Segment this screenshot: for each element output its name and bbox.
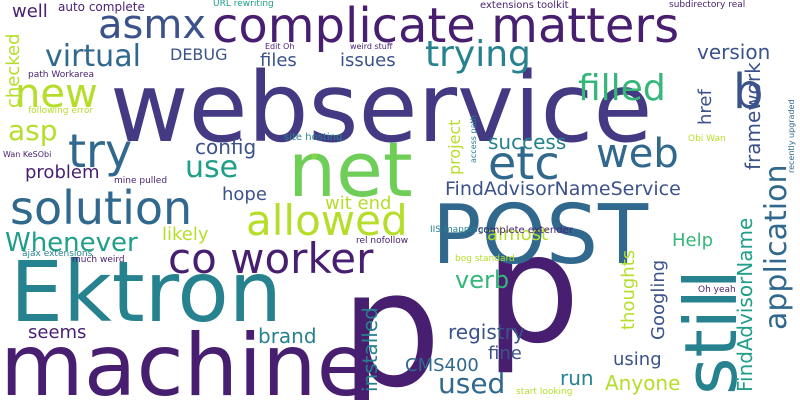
word-likely: likely [162,224,209,245]
word-mine-pulled: mine pulled [114,176,168,186]
word-application: application [759,164,794,330]
word-wit-end: wit end [325,193,392,214]
word-etc: etc [488,136,560,190]
word-much-weird: much weird [72,255,125,265]
word-registry: registry [448,320,525,344]
word-brand: brand [258,324,317,348]
word-findadvisorname: FindAdvisorName [733,217,757,392]
word-p-small: p [312,151,318,160]
word-cms400: CMS400 [405,355,479,376]
word-weird-stuff: weird stuff [350,42,393,51]
word-b: b [733,64,764,120]
word-url-rewriting: URL rewriting [213,0,274,9]
word-virtual: virtual [45,39,141,74]
word-version: version [697,40,771,64]
word-p-large-1: p [340,236,442,400]
word-post: POST [432,188,649,283]
word-complicate-matters: complicate matters [212,0,680,54]
word-webservice: webservice [110,52,653,164]
word-run: run [560,366,594,390]
word-path-workarea: path Workarea [28,70,95,80]
word-anyone: Anyone [605,371,681,395]
word-config: config [195,135,257,159]
word-bog-standard: bog standard [455,254,515,264]
word-rel-nofollow: rel nofollow [356,236,409,246]
word-files: files [260,50,297,71]
word-seems: seems [28,322,87,343]
word-wan-kesobi: Wan KeSObi [3,150,52,159]
word-filled: filled [578,68,666,109]
word-complete-extender: complete extender [478,225,573,236]
word-following-error: following error [28,106,94,116]
word-framework: framework [741,62,765,170]
word-net: net [288,125,413,214]
word-thoughts: thoughts [618,249,639,330]
word-edit-oh: Edit Oh [265,42,295,51]
word-well: well [12,1,48,22]
word-ajax-extensions: ajax extensions [22,249,93,259]
word-try: try [68,124,133,178]
word-start-looking: start looking [516,387,573,397]
word-solution: solution [10,181,193,235]
word-allowed: allowed [246,196,408,245]
word-asp: asp [8,114,58,147]
word-new: new [15,71,98,117]
word-fine: fine [488,343,522,364]
word-debug: DEBUG [170,45,228,64]
word-co-worker: co worker [168,234,374,283]
word-almost: almost [487,224,549,245]
word-using: using [613,349,662,370]
word-findadvisornameservice: FindAdvisorNameService [445,178,681,200]
word-checked: checked [3,33,24,108]
word-ektron: Ektron [10,243,282,341]
word-oh-yeah: Oh yeah [698,285,736,295]
word-installed: installed [358,307,382,392]
word-trying: trying [425,34,531,75]
word-recently-upgraded: recently upgraded [787,99,796,173]
word-problem: problem [25,162,100,183]
word-site-hosting: site hosting [284,132,343,143]
word-use: use [185,150,239,185]
word-success: success [488,130,567,154]
word-verb: verb [455,266,510,294]
word-issues: issues [340,50,396,71]
word-hope: hope [222,184,267,205]
word-whenever: Whenever [5,228,138,258]
word-machine: machine [0,316,370,400]
word-asmx: asmx [98,2,206,48]
word-obi-wan: Obi Wan [688,134,726,144]
word-help: Help [672,230,714,251]
word-p-large-2: p [485,203,581,377]
word-googling: Googling [648,259,669,340]
word-iis-mappings: IIS mappings [430,225,489,235]
word-subdirectory-real: subdirectory real [669,0,746,10]
word-auto-complete: auto complete [58,0,145,14]
word-used: used [438,367,506,400]
word-project: project [445,119,464,175]
word-extensions-toolkit: extensions toolkit [480,0,569,11]
word-access-path: access path [469,115,478,163]
word-href: href [695,89,716,125]
word-web: web [596,131,679,177]
